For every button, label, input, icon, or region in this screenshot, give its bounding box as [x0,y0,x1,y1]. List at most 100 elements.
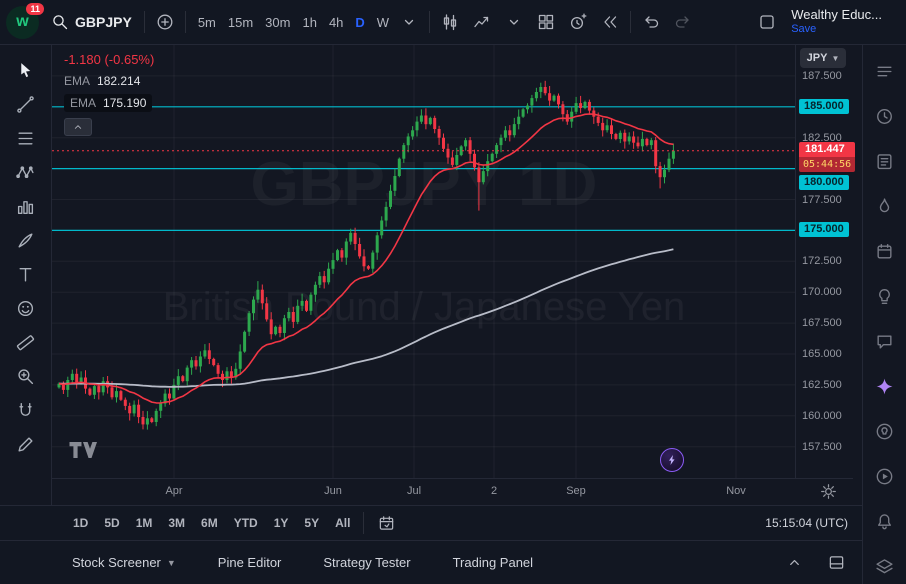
range-5Y[interactable]: 5Y [304,516,320,530]
tab-stock-screener[interactable]: Stock Screener ▼ [72,555,176,570]
divider [429,11,431,33]
timeframe-caret-icon[interactable] [395,8,423,36]
alert-plus-icon[interactable] [564,8,592,36]
price-level-badge: 185.000 [799,98,849,114]
range-1D[interactable]: 1D [73,516,89,530]
drawing-toolbar [0,45,52,505]
layout-name[interactable]: Wealthy Educ... [791,7,882,22]
sidebar-calendar-icon[interactable] [870,241,900,261]
sidebar-alerts-icon[interactable] [870,106,900,126]
range-All[interactable]: All [335,516,351,530]
price-change: -1.180 (-0.65%) [64,52,155,67]
sidebar-ai-assistant-icon[interactable] [870,376,900,396]
price-tick: 187.500 [802,69,842,82]
sidebar-watchlist-icon[interactable] [870,61,900,81]
tool-xabcd-pattern-icon[interactable] [8,155,44,189]
panel-tab-group: Stock Screener ▼ Pine Editor Strategy Teste… [72,555,533,570]
redo-icon[interactable] [669,8,697,36]
sidebar-streams-icon[interactable] [870,466,900,486]
bar-countdown: 05:44:56 [799,156,856,172]
tool-trend-line-icon[interactable] [8,87,44,121]
tool-draw-icon[interactable] [8,427,44,461]
currency-selector[interactable]: JPY ▼ [800,48,846,68]
bottom-panel-tabs: Stock Screener ▼ Pine Editor Strategy Teste… [0,540,862,584]
chart-style-candles-icon[interactable] [436,8,464,36]
chart-actions-group [436,8,624,36]
timeframe-4h[interactable]: 4h [328,14,344,30]
time-axis[interactable]: Apr Jun Jul 2 Sep Nov [52,478,853,506]
undo-icon[interactable] [637,8,665,36]
tab-strategy-tester[interactable]: Strategy Tester [323,555,411,570]
timeframe-30m[interactable]: 30m [265,14,291,30]
range-1Y[interactable]: 1Y [273,516,289,530]
undo-redo-group [637,8,697,36]
svg-text:GBPJPY 1D: GBPJPY 1D [251,150,598,219]
range-5D[interactable]: 5D [104,516,120,530]
ema-indicator-row[interactable]: EMA 175.190 [64,94,153,112]
sidebar-hotlists-icon[interactable] [870,196,900,216]
divider [143,11,145,33]
tab-trading-panel[interactable]: Trading Panel [452,555,534,570]
save-button[interactable]: Save [791,23,817,35]
tool-brush-icon[interactable] [8,223,44,257]
price-tick: 170.000 [802,286,842,299]
sidebar-ideas-icon[interactable] [870,286,900,306]
go-to-date-icon[interactable] [378,515,395,532]
multichart-layout-icon[interactable] [532,8,560,36]
price-axis[interactable]: JPY ▼ 187.500 182.500 177.500 172.500 170.00… [795,45,856,478]
chevron-down-icon: ▼ [166,557,176,568]
tool-cursor-icon[interactable] [8,53,44,87]
date-range-toolbar: 1D 5D 1M 3M 6M YTD 1Y 5Y All 15:15:04 (UTC) [0,505,862,540]
symbol-search-button[interactable]: GBPJPY [45,8,138,36]
range-YTD[interactable]: YTD [233,516,258,530]
legend-collapse-button[interactable] [64,118,92,136]
panel-restore-icon[interactable] [822,549,850,577]
ema-indicator-row[interactable]: EMA 182.214 [64,74,141,88]
spark-badge-icon [660,448,684,472]
time-tick: Nov [726,485,746,497]
indicators-icon[interactable] [468,8,496,36]
range-6M[interactable]: 6M [201,516,218,530]
tool-emoji-icon[interactable] [8,291,44,325]
timeframe-D[interactable]: D [355,14,365,30]
time-tick: Jul [406,485,422,497]
replay-rewind-icon[interactable] [596,8,624,36]
tool-zoom-icon[interactable] [8,359,44,393]
price-tick: 177.500 [802,193,842,206]
tab-pine-editor[interactable]: Pine Editor [217,555,282,570]
price-tick: 165.000 [802,348,842,360]
panel-collapse-icon[interactable] [780,549,808,577]
timeframe-15m[interactable]: 15m [227,14,254,30]
candlestick-chart[interactable]: GBPJPY 1D British Pound / Japanese Yen [52,45,795,478]
top-toolbar: w 11 GBPJPY 5m 15m 30m 1h 4h D W Wealthy Educ.… [0,0,906,45]
sidebar-chat-icon[interactable] [870,331,900,351]
time-tick: Sep [566,485,586,497]
chart-canvas[interactable]: GBPJPY 1D British Pound / Japanese Yen -1… [52,45,795,478]
sidebar-help-center-icon[interactable] [870,421,900,441]
tradingview-logo[interactable] [68,441,98,464]
range-1M[interactable]: 1M [135,516,153,530]
axis-settings-gear-icon[interactable] [820,483,837,500]
account-avatar[interactable]: w 11 [6,2,44,39]
sidebar-notifications-icon[interactable] [870,511,900,531]
logo-letter: w [16,13,29,30]
tool-magnet-icon[interactable] [8,393,44,427]
style-caret-icon[interactable] [500,8,528,36]
server-clock[interactable]: 15:15:04 (UTC) [765,516,848,530]
timeframe-5m[interactable]: 5m [197,14,216,30]
tool-ruler-icon[interactable] [8,325,44,359]
range-3M[interactable]: 3M [168,516,186,530]
timeframe-1h[interactable]: 1h [302,14,317,30]
time-tick: Apr [165,485,183,497]
sidebar-news-icon[interactable] [870,151,900,171]
tool-fib-retracement-icon[interactable] [8,121,44,155]
timeframe-W[interactable]: W [376,14,390,30]
timeframe-group: 5m 15m 30m 1h 4h D W [192,9,395,35]
tool-bar-pattern-icon[interactable] [8,189,44,223]
sidebar-object-tree-icon[interactable] [870,556,900,576]
search-icon [51,13,69,31]
compare-add-icon[interactable] [151,8,179,36]
tool-text-icon[interactable] [8,257,44,291]
fullscreen-icon[interactable] [753,8,781,36]
